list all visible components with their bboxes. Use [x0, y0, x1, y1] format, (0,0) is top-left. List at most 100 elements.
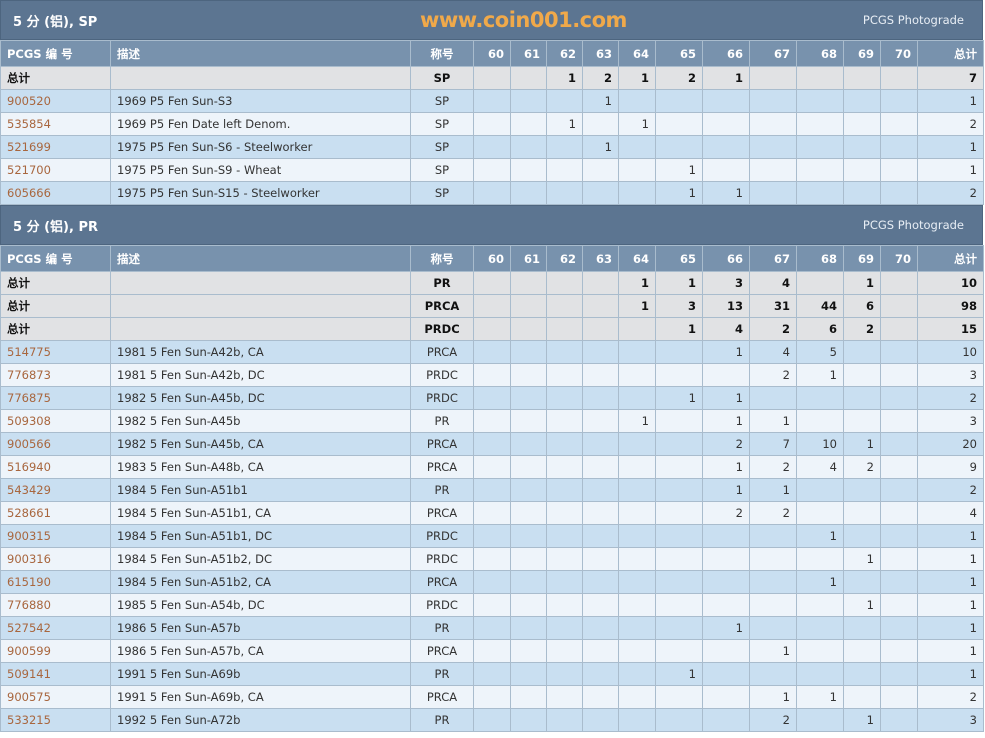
- pcgs-number-link[interactable]: 615190: [0, 570, 111, 594]
- col-header-grade-62[interactable]: 62: [546, 40, 583, 67]
- total-row: 总计 SP 1 2 1 2 1 7: [0, 66, 984, 90]
- col-header-grade-66[interactable]: 66: [702, 245, 750, 272]
- grade-count-61: [510, 455, 547, 479]
- grade-count-69: 1: [843, 708, 881, 732]
- grade-count-69: 6: [843, 294, 881, 318]
- row-total: 2: [917, 685, 984, 709]
- pcgs-number-link[interactable]: 900575: [0, 685, 111, 709]
- row-total: 9: [917, 455, 984, 479]
- pcgs-number-link[interactable]: 900566: [0, 432, 111, 456]
- pcgs-number-link[interactable]: 514775: [0, 340, 111, 364]
- grade-count-64: [618, 135, 656, 159]
- grade-count-60: [473, 478, 511, 502]
- col-header-grade-62[interactable]: 62: [546, 245, 583, 272]
- grade-count-65: [655, 708, 703, 732]
- pcgs-number-link[interactable]: 521700: [0, 158, 111, 182]
- pcgs-number-link[interactable]: 776873: [0, 363, 111, 387]
- grade-count-70: [880, 89, 918, 113]
- pcgs-number-link[interactable]: 900316: [0, 547, 111, 571]
- pcgs-number-link[interactable]: 535854: [0, 112, 111, 136]
- col-header-grade-66[interactable]: 66: [702, 40, 750, 67]
- col-header-designation[interactable]: 称号: [410, 245, 474, 272]
- grade-count-70: [880, 271, 918, 295]
- col-header-grade-65[interactable]: 65: [655, 245, 703, 272]
- grade-count-66: [702, 662, 750, 686]
- col-header-pcgs[interactable]: PCGS 编 号: [0, 245, 111, 272]
- designation: PRDC: [410, 593, 474, 617]
- designation: PR: [410, 271, 474, 295]
- pcgs-number-link[interactable]: 521699: [0, 135, 111, 159]
- grade-count-70: [880, 685, 918, 709]
- grade-count-60: [473, 547, 511, 571]
- grade-count-66: [702, 547, 750, 571]
- grade-count-65: 1: [655, 181, 703, 205]
- col-header-grade-68[interactable]: 68: [796, 40, 844, 67]
- col-header-total[interactable]: 总计: [917, 40, 984, 67]
- col-header-pcgs[interactable]: PCGS 编 号: [0, 40, 111, 67]
- col-header-grade-67[interactable]: 67: [749, 245, 797, 272]
- grade-count-70: [880, 340, 918, 364]
- grade-count-60: [473, 708, 511, 732]
- table-row: 509141 1991 5 Fen Sun-A69b PR 1 1: [0, 662, 984, 686]
- pcgs-number-link[interactable]: 900520: [0, 89, 111, 113]
- col-header-grade-61[interactable]: 61: [510, 245, 547, 272]
- grade-count-64: 1: [618, 294, 656, 318]
- pcgs-number-link[interactable]: 509308: [0, 409, 111, 433]
- total-label: 总计: [0, 294, 111, 318]
- col-header-grade-61[interactable]: 61: [510, 40, 547, 67]
- col-header-grade-70[interactable]: 70: [880, 245, 918, 272]
- pcgs-number-link[interactable]: 900315: [0, 524, 111, 548]
- col-header-grade-60[interactable]: 60: [473, 245, 511, 272]
- grade-count-68: 1: [796, 363, 844, 387]
- description: 1981 5 Fen Sun-A42b, DC: [110, 363, 411, 387]
- grade-count-70: [880, 708, 918, 732]
- grade-count-68: [796, 135, 844, 159]
- grade-count-68: 1: [796, 685, 844, 709]
- row-total: 15: [917, 317, 984, 341]
- col-header-designation[interactable]: 称号: [410, 40, 474, 67]
- col-header-grade-65[interactable]: 65: [655, 40, 703, 67]
- pcgs-number-link[interactable]: 776875: [0, 386, 111, 410]
- col-header-grade-69[interactable]: 69: [843, 40, 881, 67]
- pcgs-number-link[interactable]: 900599: [0, 639, 111, 663]
- grade-count-66: 3: [702, 271, 750, 295]
- col-header-grade-68[interactable]: 68: [796, 245, 844, 272]
- col-header-grade-63[interactable]: 63: [582, 245, 619, 272]
- pcgs-number-link[interactable]: 527542: [0, 616, 111, 640]
- table-row: 521700 1975 P5 Fen Sun-S9 - Wheat SP 1 1: [0, 158, 984, 182]
- col-header-grade-60[interactable]: 60: [473, 40, 511, 67]
- col-header-grade-69[interactable]: 69: [843, 245, 881, 272]
- description: 1975 P5 Fen Sun-S9 - Wheat: [110, 158, 411, 182]
- col-header-total[interactable]: 总计: [917, 245, 984, 272]
- photograde-link[interactable]: PCGS Photograde: [862, 218, 964, 232]
- grade-count-62: [546, 455, 583, 479]
- grade-count-70: [880, 66, 918, 90]
- pcgs-number-link[interactable]: 543429: [0, 478, 111, 502]
- col-header-grade-70[interactable]: 70: [880, 40, 918, 67]
- grade-count-61: [510, 66, 547, 90]
- pcgs-number-link[interactable]: 509141: [0, 662, 111, 686]
- pcgs-number-link[interactable]: 776880: [0, 593, 111, 617]
- grade-count-63: [582, 708, 619, 732]
- section-title-bar: 5 分 (铝), SP PCGS Photograde: [0, 0, 983, 40]
- col-header-grade-64[interactable]: 64: [618, 40, 656, 67]
- grade-count-63: [582, 386, 619, 410]
- photograde-link[interactable]: PCGS Photograde: [862, 13, 964, 27]
- col-header-desc[interactable]: 描述: [110, 40, 411, 67]
- col-header-grade-67[interactable]: 67: [749, 40, 797, 67]
- description: 1975 P5 Fen Sun-S15 - Steelworker: [110, 181, 411, 205]
- col-header-grade-64[interactable]: 64: [618, 245, 656, 272]
- grade-count-69: 1: [843, 593, 881, 617]
- pcgs-number-link[interactable]: 605666: [0, 181, 111, 205]
- designation: PR: [410, 616, 474, 640]
- col-header-desc[interactable]: 描述: [110, 245, 411, 272]
- col-header-grade-63[interactable]: 63: [582, 40, 619, 67]
- pcgs-number-link[interactable]: 533215: [0, 708, 111, 732]
- grade-count-61: [510, 181, 547, 205]
- grade-count-63: [582, 639, 619, 663]
- grade-count-63: 1: [582, 89, 619, 113]
- grade-count-67: 7: [749, 432, 797, 456]
- grade-count-60: [473, 66, 511, 90]
- pcgs-number-link[interactable]: 516940: [0, 455, 111, 479]
- pcgs-number-link[interactable]: 528661: [0, 501, 111, 525]
